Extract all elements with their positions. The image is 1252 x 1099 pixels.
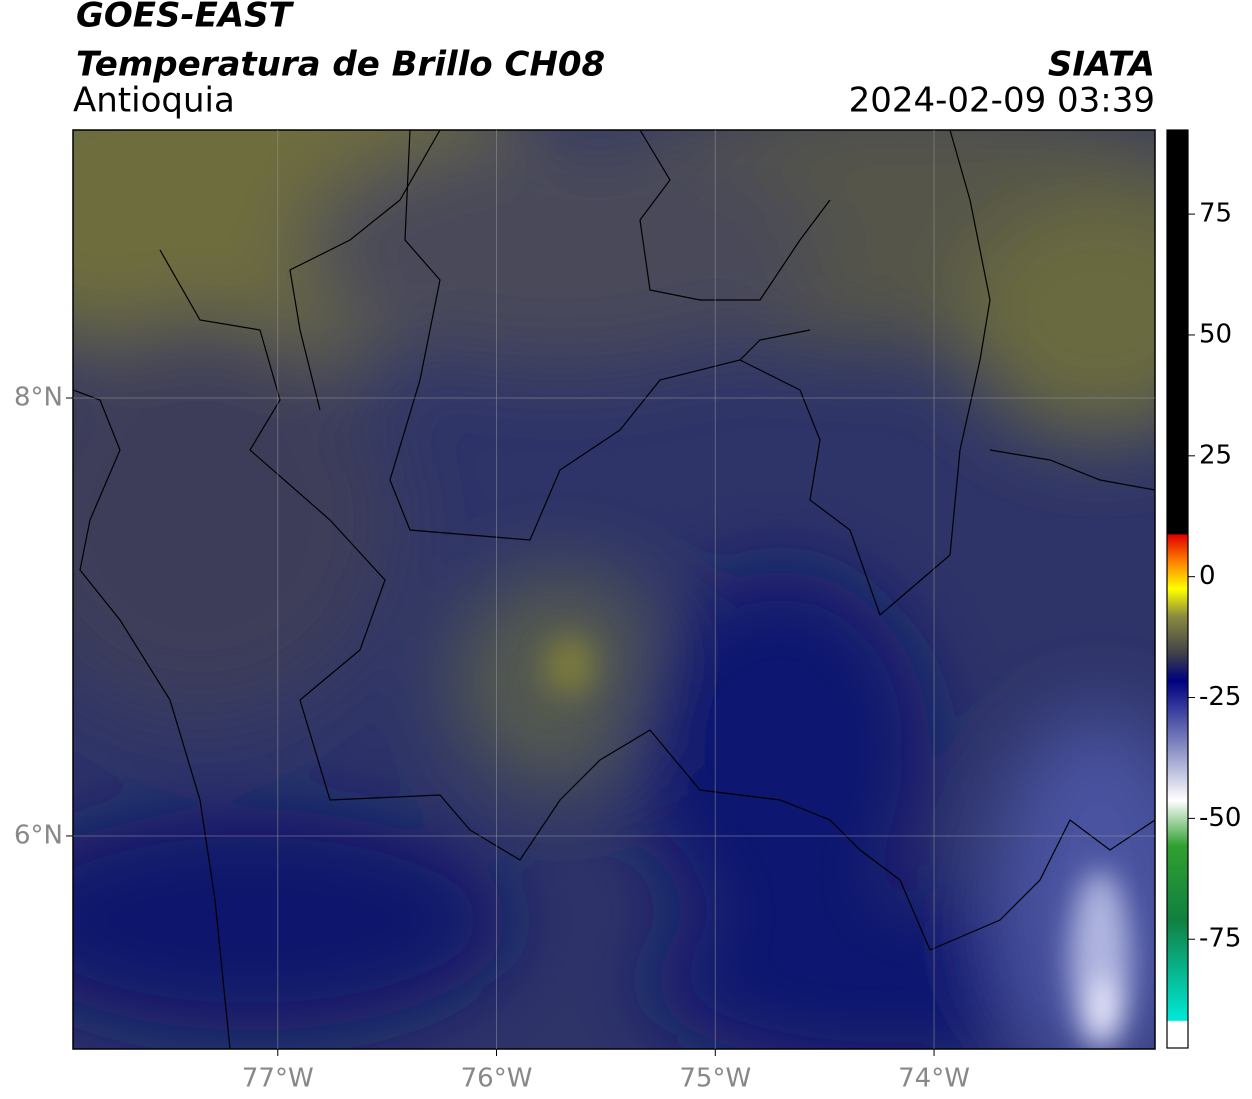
colorbar-tick-label: 25: [1199, 440, 1232, 470]
x-tick-label: 75°W: [679, 1064, 751, 1094]
subtitle: Temperatura de Brillo CH08: [76, 45, 605, 85]
map-frame: [72, 129, 1156, 1050]
colorbar-tick-label: 50: [1199, 319, 1232, 349]
colorbar-tick-label: 0: [1199, 561, 1216, 591]
colorbar-tick-label: 75: [1199, 199, 1232, 229]
region: Antioquia: [73, 81, 235, 121]
colorbar-tick-label: -25: [1199, 682, 1241, 712]
y-tick-label: 8°N: [14, 383, 63, 413]
title: GOES-EAST: [76, 0, 295, 36]
datetime: 2024-02-09 03:39: [849, 81, 1155, 121]
satellite-image: [73, 130, 1155, 1049]
source: SIATA: [1048, 45, 1155, 85]
x-tick-label: 76°W: [461, 1064, 533, 1094]
colorbar: [1166, 129, 1189, 1049]
colorbar-tick-label: -50: [1199, 803, 1241, 833]
x-tick-label: 77°W: [242, 1064, 314, 1094]
y-tick-label: 6°N: [14, 820, 63, 850]
colorbar-tick-label: -75: [1199, 924, 1241, 954]
x-tick-label: 74°W: [898, 1064, 970, 1094]
